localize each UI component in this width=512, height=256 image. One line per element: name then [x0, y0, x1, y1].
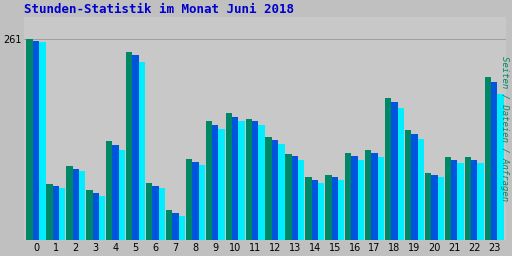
- Bar: [159, 188, 165, 240]
- Bar: [93, 193, 99, 240]
- Bar: [445, 157, 451, 240]
- Bar: [246, 119, 252, 240]
- Bar: [285, 154, 292, 240]
- Bar: [438, 177, 444, 240]
- Bar: [252, 121, 258, 240]
- Bar: [477, 163, 484, 240]
- Bar: [318, 183, 325, 240]
- Bar: [298, 159, 305, 240]
- Bar: [278, 144, 285, 240]
- Bar: [312, 179, 318, 240]
- Bar: [325, 175, 332, 240]
- Bar: [497, 94, 504, 240]
- Text: Stunden-Statistik im Monat Juni 2018: Stunden-Statistik im Monat Juni 2018: [24, 3, 294, 16]
- Bar: [199, 165, 205, 240]
- Bar: [166, 210, 172, 240]
- Bar: [425, 173, 431, 240]
- Bar: [358, 159, 364, 240]
- Bar: [411, 134, 418, 240]
- Bar: [186, 159, 192, 240]
- Bar: [212, 125, 219, 240]
- Bar: [206, 121, 212, 240]
- Bar: [365, 150, 371, 240]
- Bar: [119, 150, 125, 240]
- Bar: [153, 186, 159, 240]
- Bar: [471, 160, 477, 240]
- Bar: [371, 153, 378, 240]
- Bar: [47, 184, 53, 240]
- Bar: [39, 42, 46, 240]
- Bar: [226, 113, 232, 240]
- Bar: [79, 171, 86, 240]
- Bar: [457, 163, 464, 240]
- Bar: [139, 62, 145, 240]
- Bar: [345, 153, 352, 240]
- Bar: [99, 196, 105, 240]
- Bar: [265, 137, 272, 240]
- Bar: [73, 169, 79, 240]
- Bar: [66, 166, 73, 240]
- Bar: [431, 175, 438, 240]
- Bar: [219, 129, 225, 240]
- Bar: [391, 102, 398, 240]
- Bar: [232, 117, 239, 240]
- Bar: [33, 41, 39, 240]
- Bar: [239, 121, 245, 240]
- Bar: [272, 140, 278, 240]
- Bar: [332, 177, 338, 240]
- Y-axis label: Seiten / Dateien / Anfragen: Seiten / Dateien / Anfragen: [500, 56, 509, 201]
- Bar: [398, 108, 404, 240]
- Bar: [305, 177, 312, 240]
- Bar: [484, 77, 491, 240]
- Bar: [133, 56, 139, 240]
- Bar: [146, 183, 153, 240]
- Bar: [418, 139, 424, 240]
- Bar: [338, 180, 345, 240]
- Bar: [385, 98, 391, 240]
- Bar: [53, 187, 59, 240]
- Bar: [451, 160, 457, 240]
- Bar: [258, 125, 265, 240]
- Bar: [86, 190, 93, 240]
- Bar: [113, 145, 119, 240]
- Bar: [172, 213, 179, 240]
- Bar: [59, 188, 66, 240]
- Bar: [179, 216, 185, 240]
- Bar: [27, 39, 33, 240]
- Bar: [126, 52, 133, 240]
- Bar: [292, 156, 298, 240]
- Bar: [192, 162, 199, 240]
- Bar: [352, 156, 358, 240]
- Bar: [378, 157, 384, 240]
- Bar: [106, 141, 113, 240]
- Bar: [405, 130, 411, 240]
- Bar: [491, 82, 497, 240]
- Bar: [464, 157, 471, 240]
